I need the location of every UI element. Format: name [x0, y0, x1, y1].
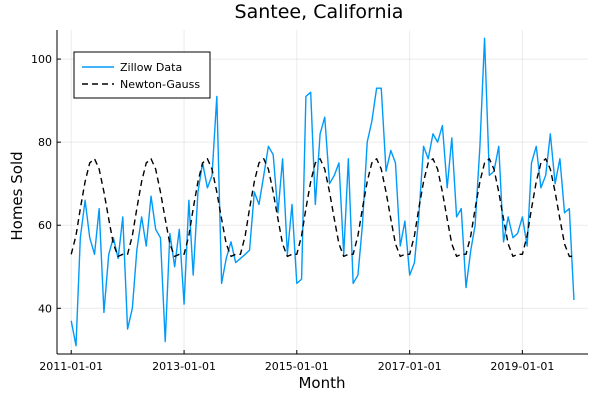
series-line-zillow-data — [70, 37, 575, 347]
x-axis-label: Month — [298, 374, 345, 392]
y-tick-label: 60 — [38, 219, 52, 232]
x-tick-label: 2019-01-01 — [490, 360, 554, 373]
x-tick-label: 2017-01-01 — [378, 360, 442, 373]
y-tick-label: 40 — [38, 302, 52, 315]
x-tick-labels: 2011-01-01 2013-01-01 2015-01-01 2017-01-01… — [39, 350, 554, 373]
axes — [56, 30, 588, 355]
series-lines — [70, 37, 575, 347]
series-line-newton-gauss — [70, 158, 574, 258]
legend-box — [73, 51, 211, 99]
x-tick-label: 2011-01-01 — [39, 360, 103, 373]
legend-label-zillow-data: Zillow Data — [120, 61, 182, 74]
legend-label-newton-gauss: Newton-Gauss — [120, 78, 200, 91]
x-tick-label: 2013-01-01 — [152, 360, 216, 373]
legend: Zillow Data Newton-Gauss — [73, 51, 211, 99]
x-tick-label: 2015-01-01 — [265, 360, 329, 373]
chart-title: Santee, California — [235, 1, 404, 23]
y-tick-labels: 40 60 80 100 — [31, 53, 61, 315]
y-tick-label: 100 — [31, 53, 52, 66]
y-tick-label: 80 — [38, 136, 52, 149]
y-axis-label: Homes Sold — [8, 151, 26, 240]
